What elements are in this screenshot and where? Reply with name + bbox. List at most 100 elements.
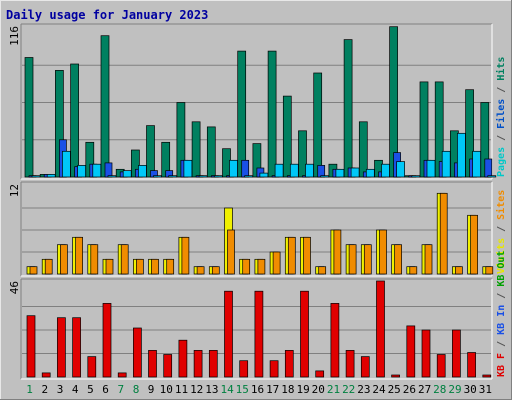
legend-entry: Sites — [495, 190, 507, 220]
day-label-29: 29 — [448, 383, 461, 396]
kbytes-kb-f-bar-day-15 — [239, 360, 249, 378]
visits-sites-bar-day-2 — [44, 258, 53, 275]
hits-hits-bar-day-23 — [358, 121, 368, 178]
visits-sites-bar-day-16 — [257, 258, 266, 275]
day-label-8: 8 — [133, 383, 140, 396]
day-label-18: 18 — [281, 383, 294, 396]
chart-title: Daily usage for January 2023 — [6, 8, 208, 22]
hits-pages-bar-day-16 — [259, 172, 269, 178]
kbytes-kb-f-bar-day-25 — [391, 374, 400, 378]
kbytes-kb-f-bar-day-30 — [467, 352, 476, 378]
hits-pages-bar-day-22 — [350, 167, 360, 178]
kbytes-kb-f-bar-day-7 — [117, 372, 127, 378]
visits-sites-bar-day-26 — [409, 266, 418, 275]
kbytes-legend: KB F / KB In / KB Out — [496, 251, 507, 377]
hits-hits-bar-day-4 — [70, 63, 79, 178]
hits-pages-bar-day-7 — [122, 170, 132, 178]
hits-hits-bar-day-12 — [191, 121, 201, 178]
visits-sites-bar-day-14 — [227, 229, 235, 275]
visits-sites-bar-day-17 — [272, 251, 281, 275]
visits-sites-bar-day-31 — [485, 266, 494, 275]
day-label-22: 22 — [342, 383, 355, 396]
day-label-27: 27 — [418, 383, 431, 396]
kbytes-kb-f-bar-day-27 — [421, 329, 431, 378]
hits-pages-bar-day-30 — [472, 150, 481, 178]
legend-entry: KB F — [496, 353, 507, 377]
kbytes-kb-f-bar-day-20 — [315, 370, 325, 378]
legend-entry: Files — [495, 99, 507, 129]
visits-sites-bar-day-3 — [60, 244, 68, 275]
hits-files-bar-day-20 — [317, 165, 326, 178]
day-label-6: 6 — [102, 383, 109, 396]
day-label-9: 9 — [148, 383, 155, 396]
visits-sites-bar-day-23 — [363, 244, 372, 275]
legend-entry: / — [496, 220, 507, 238]
day-label-24: 24 — [372, 383, 386, 396]
visits-sites-bar-day-20 — [318, 266, 327, 275]
legend-entry: / — [496, 335, 507, 353]
kbytes-kb-f-bar-day-23 — [360, 356, 370, 378]
hits-pages-bar-day-23 — [365, 168, 375, 178]
panel-hits: 116 Pages / Files / Hits — [8, 23, 507, 180]
day-label-23: 23 — [357, 383, 370, 396]
hits-files-bar-day-6 — [104, 162, 113, 178]
visits-legend: Visits / Sites — [495, 190, 507, 274]
legend-entry: / — [496, 287, 507, 305]
kbytes-kb-f-bar-day-19 — [300, 290, 309, 378]
hits-files-bar-day-15 — [241, 159, 250, 178]
hits-pages-bar-day-12 — [198, 175, 208, 178]
kbytes-kb-f-bar-day-16 — [254, 290, 264, 378]
visits-sites-bar-day-13 — [211, 266, 220, 275]
legend-entry: Pages — [496, 147, 507, 177]
visits-sites-bar-day-22 — [348, 244, 357, 275]
hits-pages-bar-day-8 — [138, 165, 147, 178]
hits-legend: Pages / Files / Hits — [495, 57, 507, 177]
hits-pages-bar-day-20 — [320, 175, 330, 178]
kbytes-kb-f-bar-day-8 — [133, 327, 142, 378]
hits-pages-bar-day-3 — [62, 150, 71, 178]
kbytes-kb-f-bar-day-13 — [208, 350, 218, 378]
kbytes-kb-f-bar-day-28 — [436, 354, 446, 378]
panel-kbytes: 46 KB F / KB In / KB Out — [8, 251, 507, 380]
legend-entry: KB In — [496, 305, 507, 335]
visits-sites-bar-day-9 — [151, 258, 159, 275]
hits-pages-bar-day-2 — [46, 174, 56, 178]
hits-hits-bar-day-13 — [206, 126, 216, 178]
day-label-7: 7 — [117, 383, 124, 396]
hits-pages-bar-day-9 — [153, 175, 162, 178]
day-label-17: 17 — [266, 383, 279, 396]
kbytes-kb-f-bar-day-29 — [452, 329, 461, 378]
day-label-26: 26 — [403, 383, 416, 396]
kbytes-kb-f-bar-day-9 — [148, 350, 157, 378]
visits-sites-bar-day-21 — [333, 229, 342, 275]
visits-sites-bar-day-4 — [75, 236, 83, 275]
hits-hits-bar-day-22 — [343, 39, 353, 178]
hits-pages-bar-day-26 — [411, 175, 421, 178]
day-label-30: 30 — [464, 383, 477, 396]
day-label-16: 16 — [251, 383, 264, 396]
hits-files-bar-day-31 — [484, 158, 493, 178]
panel-visits: 12 Visits / Sites — [8, 181, 507, 277]
hits-pages-bar-day-6 — [107, 175, 117, 178]
kbytes-kb-f-bar-day-4 — [72, 317, 81, 378]
day-label-4: 4 — [72, 383, 79, 396]
hits-pages-bar-day-5 — [92, 163, 102, 178]
visits-sites-bar-day-15 — [242, 258, 251, 275]
visits-sites-bar-day-18 — [287, 236, 296, 275]
kbytes-kb-f-bar-day-26 — [406, 325, 416, 378]
kbytes-kb-f-bar-day-1 — [26, 315, 36, 378]
legend-entry: / — [496, 129, 507, 147]
kbytes-kb-f-bar-day-14 — [224, 290, 233, 378]
kbytes-kb-f-bar-day-5 — [87, 356, 97, 378]
hits-pages-bar-day-29 — [457, 132, 466, 178]
visits-sites-bar-day-19 — [303, 236, 311, 275]
hits-pages-bar-day-4 — [77, 165, 86, 178]
hits-hits-bar-day-9 — [146, 125, 155, 178]
hits-scale-label: 116 — [8, 26, 21, 46]
kbytes-kb-f-bar-day-12 — [193, 350, 203, 378]
day-label-1: 1 — [26, 383, 33, 396]
day-label-21: 21 — [327, 383, 340, 396]
visits-sites-bar-day-8 — [136, 258, 144, 275]
